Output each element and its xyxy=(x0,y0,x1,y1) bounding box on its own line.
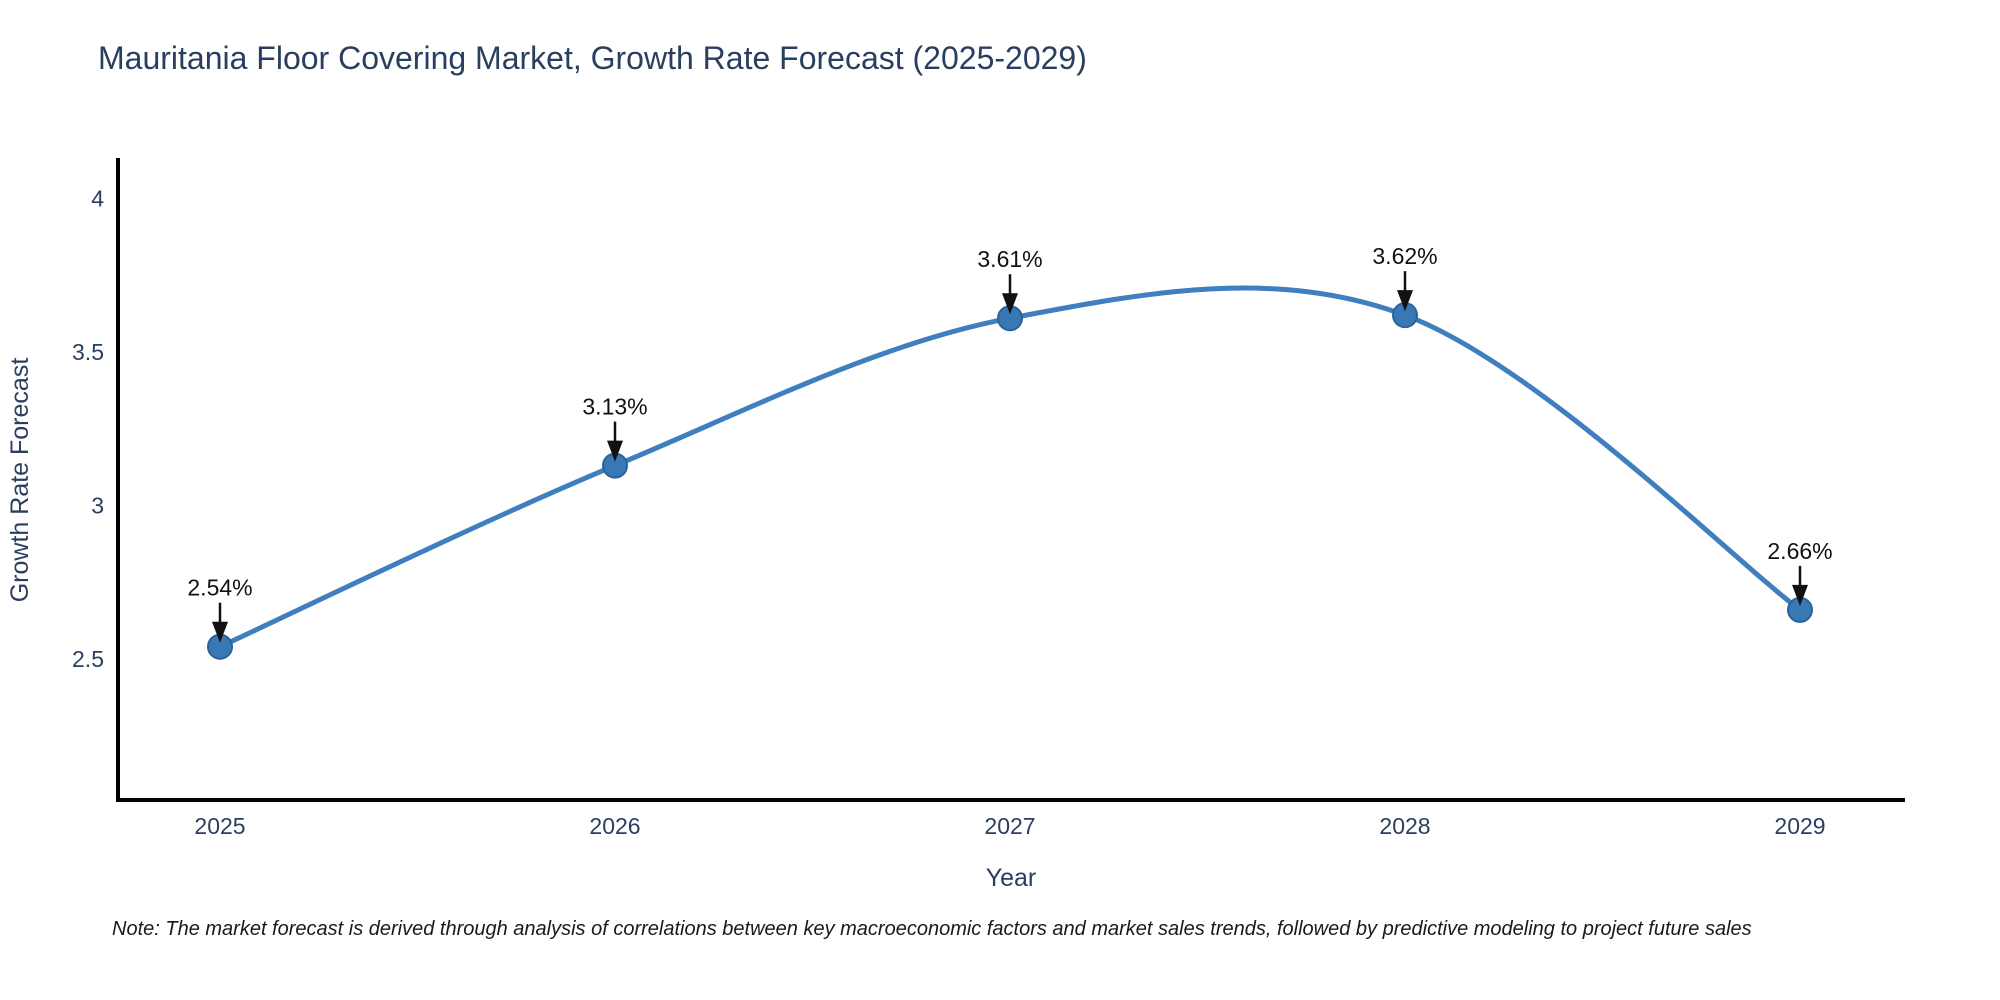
arrowhead-icon xyxy=(212,621,228,643)
arrowhead-icon xyxy=(607,440,623,462)
axis-spines xyxy=(116,158,1905,802)
forecast-line xyxy=(217,285,1803,650)
x-tick-label: 2029 xyxy=(1774,813,1825,839)
annotation-2029: 2.66% xyxy=(1767,538,1833,606)
chart-title: Mauritania Floor Covering Market, Growth… xyxy=(98,40,1087,76)
annotation-2025: 2.54% xyxy=(187,575,253,643)
footnote: Note: The market forecast is derived thr… xyxy=(112,918,1752,940)
x-tick-label: 2027 xyxy=(984,813,1035,839)
x-tick-label: 2028 xyxy=(1379,813,1430,839)
point-annotations: 2.54% 3.13% 3.61% 3.62% 2.66% xyxy=(187,243,1833,643)
arrowhead-icon xyxy=(1792,584,1808,606)
annotation-2028: 3.62% xyxy=(1372,243,1438,312)
annotation-label: 2.54% xyxy=(187,575,252,601)
y-tick-label: 2.5 xyxy=(72,646,104,672)
x-axis-title: Year xyxy=(986,864,1037,892)
annotation-2026: 3.13% xyxy=(582,394,648,462)
x-tick-label: 2025 xyxy=(194,813,245,839)
arrowhead-icon xyxy=(1397,290,1413,312)
x-tick-label: 2026 xyxy=(589,813,640,839)
annotation-label: 3.62% xyxy=(1372,243,1437,269)
y-tick-label: 3.5 xyxy=(72,339,104,365)
y-tick-label: 4 xyxy=(91,186,104,212)
x-axis-tick-labels: 2025 2026 2027 2028 2029 xyxy=(194,813,1825,839)
y-tick-label: 3 xyxy=(91,493,104,519)
forecast-series xyxy=(207,285,1813,660)
y-axis-tick-labels: 2.5 3 3.5 4 xyxy=(72,186,104,673)
arrowhead-icon xyxy=(1002,293,1018,315)
annotation-label: 3.13% xyxy=(582,394,647,420)
annotation-label: 2.66% xyxy=(1767,538,1832,564)
annotation-2027: 3.61% xyxy=(977,246,1043,315)
y-axis-title: Growth Rate Forecast xyxy=(6,358,34,603)
annotation-label: 3.61% xyxy=(977,246,1042,272)
